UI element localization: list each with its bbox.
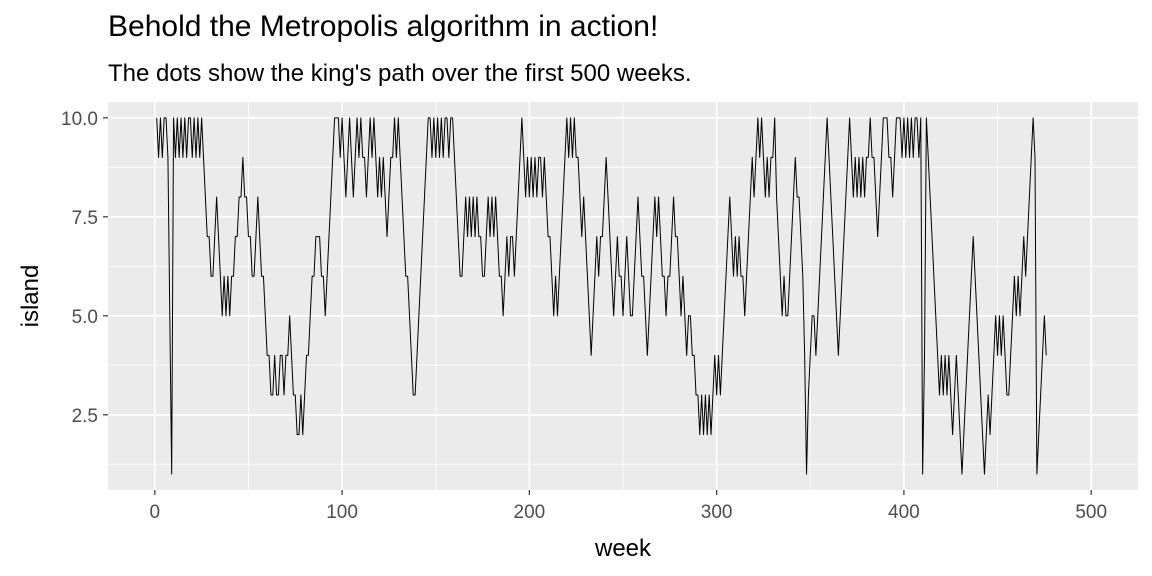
minor-gridlines	[108, 102, 1138, 490]
x-tick-label: 200	[514, 502, 546, 523]
x-tick-label: 500	[1075, 502, 1107, 523]
axis-ticks: 0 100 200 300 400 500 2.5 5.0 7.5 10.0	[61, 109, 1107, 523]
y-tick-label: 2.5	[72, 406, 98, 427]
chart-title: Behold the Metropolis algorithm in actio…	[108, 10, 659, 43]
y-axis-title: island	[17, 265, 44, 328]
x-tick-label: 100	[326, 502, 358, 523]
x-tick-label: 400	[888, 502, 920, 523]
y-tick-label: 10.0	[61, 109, 98, 130]
x-tick-label: 300	[701, 502, 733, 523]
x-axis-title: week	[594, 535, 652, 562]
y-tick-label: 7.5	[72, 208, 98, 229]
x-tick-label: 0	[150, 502, 161, 523]
major-gridlines	[108, 102, 1138, 490]
chart-subtitle: The dots show the king's path over the f…	[108, 60, 692, 87]
y-tick-label: 5.0	[72, 307, 98, 328]
series-line-island	[156, 117, 1047, 475]
